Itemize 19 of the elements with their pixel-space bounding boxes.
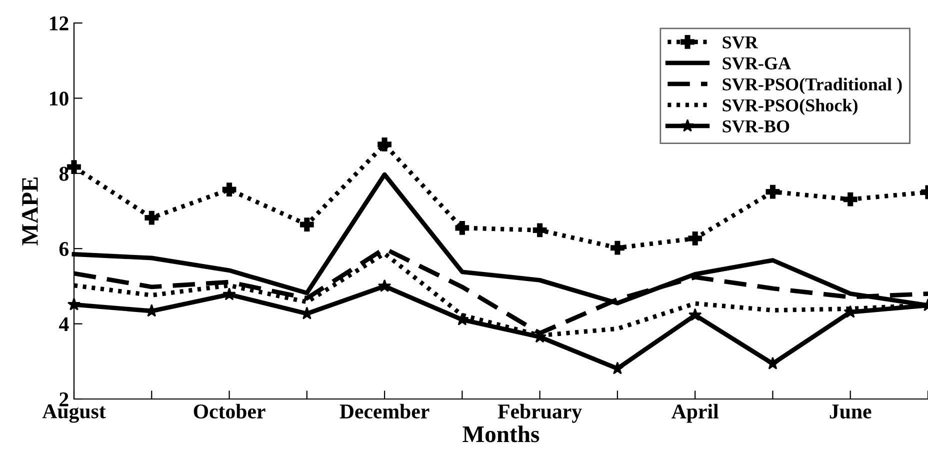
x-tick-label: December [340, 404, 430, 419]
y-tick-label: 10 [50, 92, 68, 106]
y-tick-label: 4 [59, 317, 69, 332]
x-tick-label: June [830, 404, 872, 419]
x-tick-label: October [194, 404, 266, 419]
legend-label: SVR-PSO(Shock) [722, 98, 858, 116]
y-tick-label: 12 [50, 16, 68, 30]
x-tick-label: February [498, 404, 582, 423]
x-axis-title: Months [462, 426, 540, 442]
legend-label: SVR-GA [722, 57, 791, 70]
y-tick-label: 2 [60, 392, 68, 406]
y-tick-label: 6 [59, 242, 69, 256]
legend-label: SVR [722, 36, 758, 49]
y-tick-label: 8 [59, 166, 68, 181]
x-tick-label: April [672, 404, 718, 423]
x-tick-label: August [42, 404, 106, 423]
y-axis-title: MAPE [22, 177, 38, 246]
legend-label: SVR-BO [722, 120, 790, 133]
legend-label: SVR-PSO(Traditional ) [722, 78, 902, 94]
